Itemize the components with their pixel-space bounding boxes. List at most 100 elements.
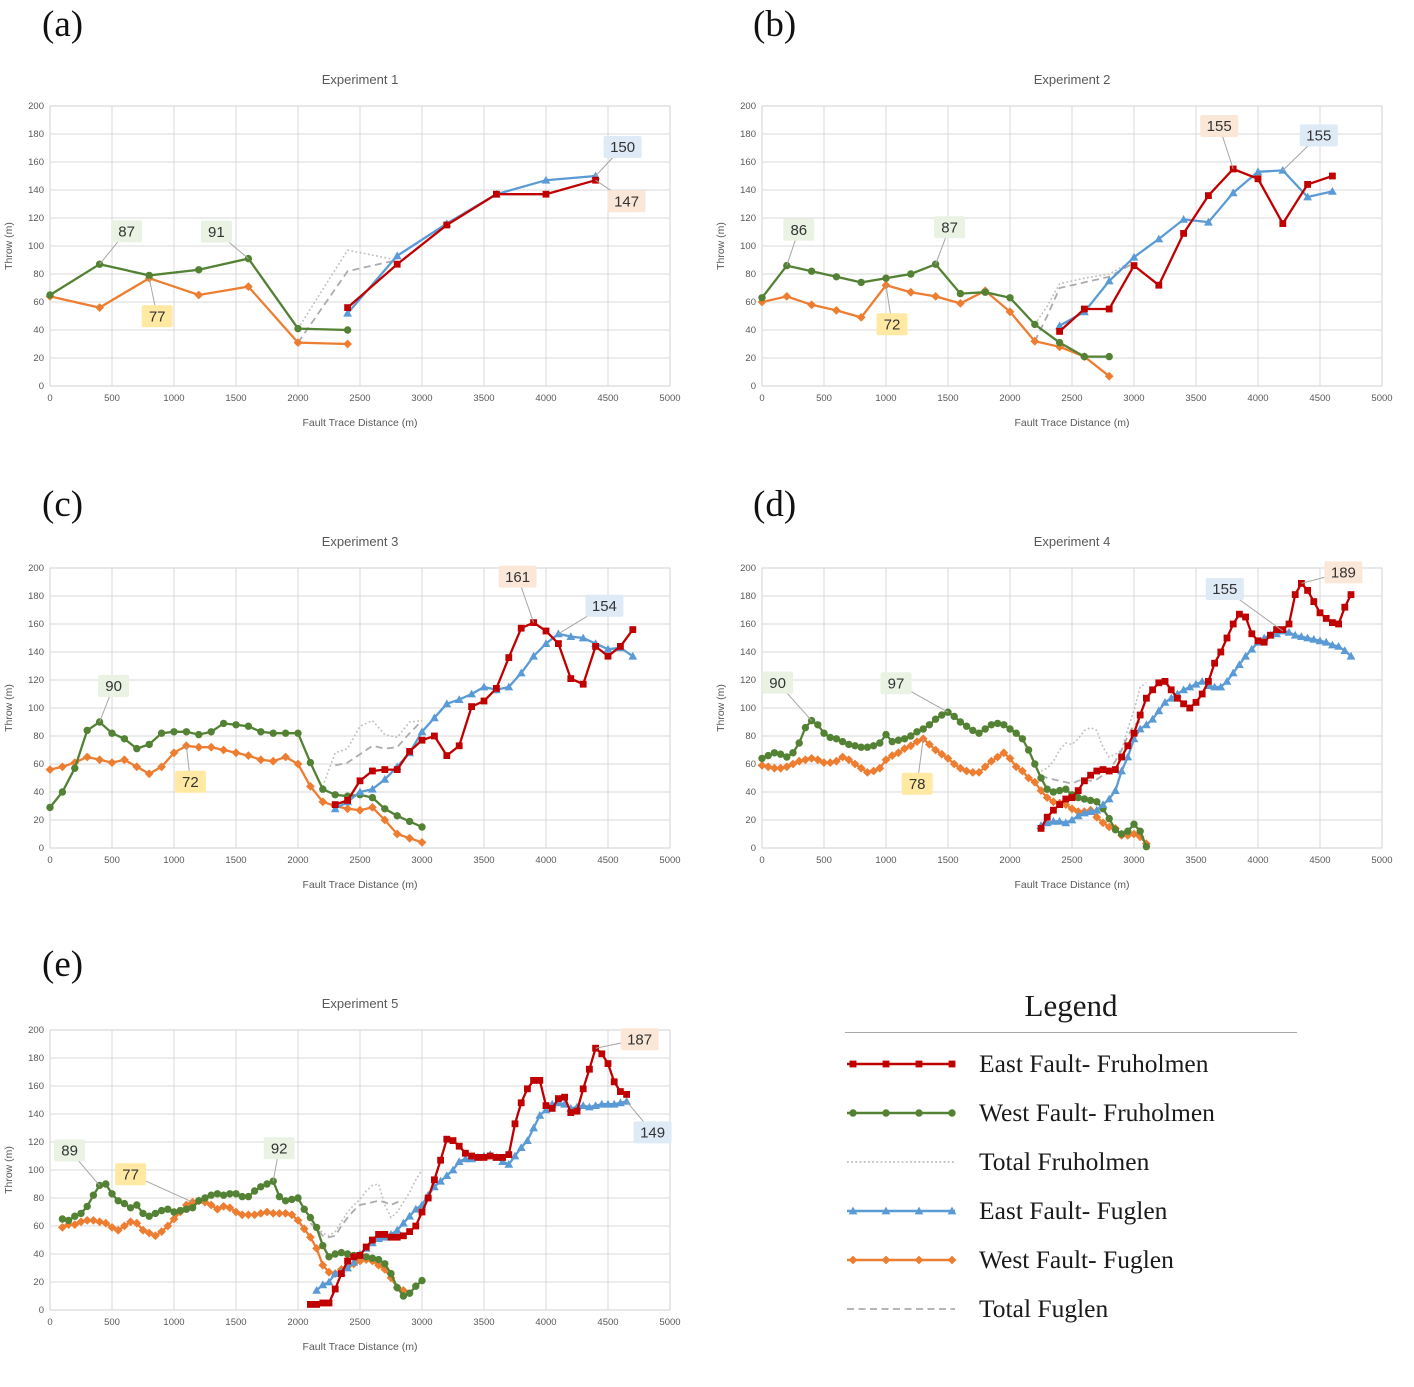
svg-text:200: 200 bbox=[28, 1025, 44, 1036]
svg-text:0: 0 bbox=[39, 843, 44, 854]
legend-divider bbox=[845, 1032, 1297, 1033]
svg-text:20: 20 bbox=[33, 815, 44, 826]
svg-text:0: 0 bbox=[759, 855, 764, 866]
annotation-box bbox=[620, 1028, 659, 1051]
svg-text:2500: 2500 bbox=[1061, 855, 1082, 866]
y-axis-title: Throw (m) bbox=[715, 684, 727, 732]
svg-text:160: 160 bbox=[28, 157, 44, 168]
svg-text:0: 0 bbox=[47, 1317, 52, 1328]
chart-title: Experiment 1 bbox=[322, 72, 399, 87]
series-east_fuglen-markers bbox=[343, 171, 600, 317]
series-total_fuglen-line bbox=[309, 1199, 404, 1239]
svg-text:0: 0 bbox=[39, 1305, 44, 1316]
svg-text:20: 20 bbox=[33, 353, 44, 364]
svg-text:40: 40 bbox=[745, 787, 756, 798]
y-axis-title: Throw (m) bbox=[3, 1146, 15, 1194]
svg-text:2500: 2500 bbox=[349, 393, 370, 404]
annotation-161: 161 bbox=[498, 565, 537, 623]
svg-text:4000: 4000 bbox=[535, 1317, 556, 1328]
svg-text:5000: 5000 bbox=[659, 855, 680, 866]
axis-tick-labels: 0 500 1000 1500 2000 2500 3000 3500 4000 4500 5000… bbox=[28, 1025, 680, 1328]
annotation-value: 97 bbox=[888, 675, 905, 692]
axis-tick-labels: 0 500 1000 1500 2000 2500 3000 3500 4000 4500 5000… bbox=[28, 101, 680, 404]
y-axis-title: Throw (m) bbox=[715, 222, 727, 270]
x-axis-title: Fault Trace Distance (m) bbox=[303, 879, 418, 891]
series-west_fuglen-markers bbox=[757, 280, 1114, 381]
series-west_fruholmen-markers bbox=[758, 708, 1151, 851]
legend-entry-west-fuglen: West Fault- Fuglen bbox=[845, 1235, 1297, 1284]
svg-text:0: 0 bbox=[751, 843, 756, 854]
svg-text:200: 200 bbox=[740, 101, 756, 112]
series-east_fuglen-line bbox=[346, 174, 596, 314]
svg-text:140: 140 bbox=[740, 647, 756, 658]
svg-text:4500: 4500 bbox=[597, 393, 618, 404]
chart-title: Experiment 2 bbox=[1034, 72, 1111, 87]
series-west_fuglen-line bbox=[49, 276, 348, 346]
svg-text:2500: 2500 bbox=[1061, 393, 1082, 404]
svg-text:2000: 2000 bbox=[999, 855, 1020, 866]
annotation-box bbox=[876, 313, 908, 336]
svg-text:2500: 2500 bbox=[349, 1317, 370, 1328]
annotation-box bbox=[585, 594, 624, 617]
svg-text:80: 80 bbox=[33, 731, 44, 742]
annotation-77: 77 bbox=[115, 1163, 193, 1203]
svg-text:60: 60 bbox=[33, 759, 44, 770]
annotation-value: 87 bbox=[941, 219, 958, 236]
legend-entry-label: East Fault- Fuglen bbox=[979, 1195, 1168, 1225]
svg-text:500: 500 bbox=[816, 393, 832, 404]
series-west_fruholmen-markers bbox=[58, 1177, 426, 1300]
panel-label-e: (e) bbox=[42, 944, 84, 985]
svg-text:40: 40 bbox=[745, 325, 756, 336]
plot-border bbox=[49, 105, 671, 387]
svg-text:4500: 4500 bbox=[597, 855, 618, 866]
svg-text:140: 140 bbox=[28, 647, 44, 658]
plot-border bbox=[761, 567, 1383, 849]
y-axis-title: Throw (m) bbox=[3, 222, 15, 270]
legend-entry-label: Total Fuglen bbox=[979, 1293, 1109, 1323]
series-west_fruholmen-line bbox=[761, 710, 1148, 848]
svg-text:0: 0 bbox=[759, 393, 764, 404]
annotation-box bbox=[1205, 578, 1244, 600]
svg-text:1000: 1000 bbox=[875, 855, 896, 866]
annotation-value: 149 bbox=[640, 1125, 665, 1142]
svg-text:1500: 1500 bbox=[937, 393, 958, 404]
svg-text:3000: 3000 bbox=[1123, 855, 1144, 866]
total-fruholmen-marker-icon bbox=[847, 1160, 955, 1163]
legend-entry-label: West Fault- Fuglen bbox=[979, 1244, 1174, 1274]
annotation-187: 187 bbox=[595, 1028, 659, 1051]
svg-text:4500: 4500 bbox=[597, 1317, 618, 1328]
svg-text:1000: 1000 bbox=[163, 855, 184, 866]
svg-text:180: 180 bbox=[28, 591, 44, 602]
annotation-value: 91 bbox=[208, 224, 225, 241]
annotation-92: 92 bbox=[263, 1137, 295, 1182]
legend-entry-east-fruholmen: East Fault- Fruholmen bbox=[845, 1039, 1297, 1088]
annotation-box bbox=[901, 772, 933, 795]
annotation-box bbox=[98, 675, 130, 697]
annotation-value: 147 bbox=[614, 193, 639, 210]
svg-text:2500: 2500 bbox=[349, 855, 370, 866]
annotation-box bbox=[200, 220, 232, 243]
gridlines bbox=[49, 567, 671, 849]
svg-text:180: 180 bbox=[740, 129, 756, 140]
annotation-150: 150 bbox=[595, 136, 642, 177]
svg-text:160: 160 bbox=[28, 619, 44, 630]
chart-experiment-2: Experiment 2 0 500 1000 1500 2000 2500 3000 3500… bbox=[712, 58, 1402, 458]
series-total_fuglen-line bbox=[335, 719, 423, 767]
annotation-90: 90 bbox=[762, 671, 812, 721]
annotation-value: 150 bbox=[610, 139, 635, 156]
annotation-value: 187 bbox=[627, 1031, 652, 1048]
svg-text:0: 0 bbox=[39, 381, 44, 392]
axis-tick-labels: 0 500 1000 1500 2000 2500 3000 3500 4000 4500 5000… bbox=[28, 563, 680, 866]
svg-text:120: 120 bbox=[740, 675, 756, 686]
svg-text:200: 200 bbox=[28, 563, 44, 574]
panel-label-c: (c) bbox=[42, 484, 84, 525]
annotation-box bbox=[141, 305, 173, 328]
west-fruholmen-marker-icon bbox=[847, 1108, 956, 1117]
annotation-box bbox=[1324, 561, 1363, 584]
svg-text:1000: 1000 bbox=[163, 393, 184, 404]
svg-text:100: 100 bbox=[740, 241, 756, 252]
annotation-box bbox=[115, 1163, 147, 1186]
chart-title: Experiment 5 bbox=[322, 996, 399, 1011]
svg-text:3500: 3500 bbox=[1185, 393, 1206, 404]
x-axis-title: Fault Trace Distance (m) bbox=[1015, 879, 1130, 891]
